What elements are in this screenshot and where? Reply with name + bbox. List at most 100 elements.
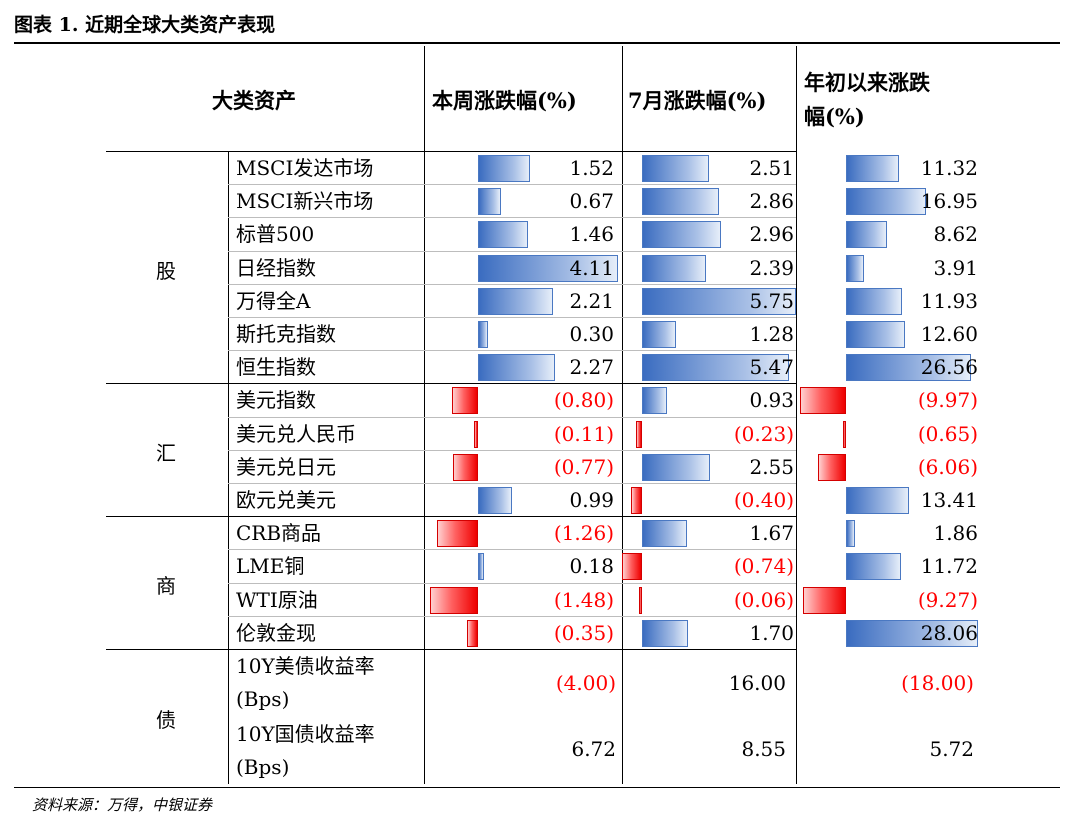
ytd-bar-positive [846, 155, 900, 182]
asset-name: MSCI新兴市场 [236, 189, 374, 214]
bond-name-cn-line1: 10Y国债收益率 [236, 722, 375, 746]
month-value: 5.47 [749, 355, 794, 380]
week-bar-negative [437, 520, 478, 548]
ytd-bar-negative [800, 387, 846, 415]
col-divider-2 [622, 46, 623, 784]
week-value: 2.21 [569, 288, 614, 313]
month-value: (0.40) [733, 488, 794, 512]
week-value: 0.67 [569, 189, 614, 214]
col-divider-3 [796, 46, 797, 784]
ytd-bar-positive [846, 487, 910, 514]
ytd-bar-positive [846, 354, 971, 382]
header-asset: 大类资产 [212, 88, 296, 113]
ytd-value: 16.95 [920, 189, 978, 214]
ytd-value: (9.27) [917, 587, 978, 612]
row-rule [228, 582, 796, 584]
ytd-value: (0.65) [917, 421, 978, 446]
row-rule [228, 217, 796, 219]
week-value: (0.80) [553, 388, 614, 413]
month-value: (0.23) [733, 421, 794, 446]
month-value: 2.86 [749, 189, 794, 214]
asset-name: 美元兑日元 [236, 454, 336, 479]
ytd-bar-positive [846, 619, 978, 647]
week-value: 2.27 [569, 355, 614, 380]
ytd-bar-positive [846, 520, 855, 548]
row-rule [228, 449, 796, 451]
week-bar-positive [478, 321, 489, 348]
category-commodity: 商 [156, 574, 176, 598]
month-value: 2.39 [749, 255, 794, 280]
week-value: 1.52 [569, 156, 614, 180]
week-value: 4.11 [569, 255, 614, 280]
month-bar-negative [639, 586, 642, 614]
bond-name-cn-line2: (Bps) [236, 755, 290, 779]
category-fx: 汇 [156, 441, 176, 465]
ytd-value: 12.60 [920, 322, 978, 346]
row-rule [228, 250, 796, 252]
asset-name: 美元指数 [236, 388, 316, 413]
asset-name: 标普500 [236, 222, 315, 247]
asset-name: CRB商品 [236, 521, 322, 546]
bond-cn-week: 6.72 [571, 737, 616, 761]
week-value: (0.77) [553, 454, 614, 479]
bond-name-us-line1: 10Y美债收益率 [236, 654, 375, 678]
ytd-bar-negative [803, 586, 846, 614]
week-value: 1.46 [569, 222, 614, 247]
week-bar-positive [478, 287, 554, 315]
row-rule [228, 283, 796, 285]
week-bar-negative [466, 619, 478, 647]
ytd-value: 11.93 [920, 288, 978, 313]
header-month: 7月涨跌幅(%) [628, 88, 767, 113]
ytd-value: 11.72 [920, 554, 978, 579]
row-rule [228, 615, 796, 617]
ytd-value: 13.41 [920, 488, 978, 512]
ytd-bar-positive [846, 221, 887, 249]
header-rule [106, 151, 796, 152]
month-bar-positive [642, 287, 796, 315]
week-bar-positive [478, 188, 501, 216]
month-bar-negative [635, 420, 642, 448]
asset-name: 万得全A [236, 288, 311, 313]
ytd-bar-positive [846, 287, 903, 315]
week-value: (0.35) [553, 620, 614, 645]
month-bar-positive [642, 520, 687, 548]
asset-name: 斯托克指数 [236, 322, 336, 346]
asset-name: 日经指数 [236, 255, 316, 280]
bond-name-us-line2: (Bps) [236, 687, 290, 711]
month-bar-positive [642, 321, 677, 348]
ytd-value: 11.32 [920, 156, 978, 180]
header-week: 本周涨跌幅(%) [432, 88, 577, 113]
bond-us-week: (4.00) [555, 671, 616, 695]
month-bar-positive [642, 387, 667, 415]
title-rule [14, 42, 1060, 44]
month-bar-positive [642, 453, 711, 481]
ytd-value: (9.97) [917, 388, 978, 413]
month-value: 1.28 [749, 322, 794, 346]
ytd-value: 1.86 [933, 521, 978, 546]
month-value: 2.55 [749, 454, 794, 479]
asset-name: WTI原油 [236, 587, 318, 612]
week-bar-negative [453, 453, 478, 481]
bond-us-month: 16.00 [728, 671, 786, 695]
month-value: 1.70 [749, 620, 794, 645]
source-note: 资料来源：万得，中银证券 [32, 796, 213, 814]
ytd-bar-positive [846, 321, 906, 348]
month-bar-positive [642, 254, 706, 282]
ytd-bar-positive [846, 553, 902, 581]
month-bar-negative [622, 553, 642, 581]
row-rule [228, 549, 796, 551]
month-value: (0.06) [733, 587, 794, 612]
asset-name: 伦敦金现 [236, 620, 316, 645]
asset-name: 美元兑人民币 [236, 421, 356, 446]
week-bar-positive [478, 254, 618, 282]
week-bar-positive [478, 221, 528, 249]
month-value: (0.74) [733, 554, 794, 579]
week-bar-positive [478, 487, 512, 514]
ytd-bar-negative [818, 453, 846, 481]
row-rule [228, 350, 796, 352]
name-col-divider [228, 151, 229, 784]
week-value: 0.99 [569, 488, 614, 512]
row-rule [228, 483, 796, 484]
month-bar-negative [631, 487, 642, 514]
ytd-value: 26.56 [920, 355, 978, 380]
